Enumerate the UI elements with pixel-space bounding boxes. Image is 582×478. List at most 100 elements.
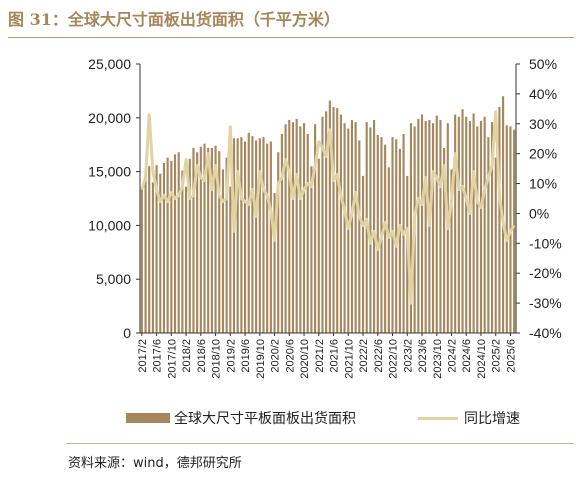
bar [317, 158, 320, 333]
bar [196, 152, 199, 333]
bar [203, 143, 206, 333]
bar [387, 167, 390, 333]
bar [284, 124, 287, 333]
left-y-axis: 0 5,000 10,000 15,000 20,000 25,000 [88, 56, 141, 341]
x-tick-label: 2025/2 [491, 339, 503, 373]
x-tick-label: 2024/6 [461, 339, 473, 373]
line-series [140, 110, 516, 305]
bar [140, 188, 143, 333]
bar [431, 123, 435, 334]
bar [373, 119, 376, 334]
bar [155, 165, 158, 333]
left-tick-label: 0 [123, 325, 131, 341]
bar [277, 152, 280, 333]
x-tick-label: 2019/6 [240, 339, 252, 373]
bar [468, 121, 471, 333]
bar [472, 113, 475, 333]
right-tick-label: -40% [529, 325, 562, 341]
bar [243, 141, 247, 333]
x-tick-label: 2018/2 [181, 339, 193, 373]
bar [262, 137, 265, 333]
x-tick-label: 2017/2 [137, 339, 149, 373]
bar [347, 128, 350, 333]
bar [376, 135, 379, 333]
bar [321, 116, 324, 333]
bar [398, 149, 401, 333]
bar [417, 118, 420, 333]
bar [177, 152, 180, 333]
x-tick-label: 2021/10 [343, 339, 355, 379]
x-tick-label: 2024/10 [476, 339, 488, 379]
bar [218, 151, 221, 333]
bar [494, 157, 497, 333]
bar [185, 186, 188, 333]
bar [188, 158, 191, 333]
x-axis: 2017/2 2017/6 2017/10 2018/2 2018/6 2018/10 20… [137, 332, 517, 379]
bar [498, 107, 501, 333]
bar [255, 140, 258, 333]
bar [358, 140, 361, 333]
bar [225, 157, 228, 333]
legend-bar-label: 全球大尺寸平板面板出货面积 [174, 411, 356, 427]
legend-bar-swatch [126, 413, 170, 423]
bar [273, 193, 276, 333]
right-tick-label: 40% [529, 86, 557, 102]
x-tick-label: 2018/6 [196, 339, 208, 373]
figure-title: 图 31：全球大尺寸面板出货面积（千平方米） [8, 10, 340, 29]
bar [384, 144, 387, 333]
bar [199, 146, 202, 333]
bar [454, 114, 457, 334]
bar [350, 119, 354, 334]
right-tick-label: -30% [529, 295, 562, 311]
right-tick-label: 10% [529, 176, 557, 192]
x-tick-label: 2021/6 [329, 339, 341, 373]
bar [151, 182, 154, 333]
bar [269, 141, 272, 333]
legend-line-swatch [418, 416, 458, 420]
right-tick-label: -20% [529, 265, 562, 281]
bar [465, 116, 468, 333]
left-tick-label: 10,000 [88, 217, 131, 233]
bar [325, 111, 328, 334]
x-tick-label: 2020/2 [270, 339, 282, 373]
bar-series [140, 96, 516, 334]
bar [310, 166, 313, 333]
bar [207, 147, 210, 333]
bar [229, 186, 232, 333]
legend-item-line: 同比增速 [418, 408, 520, 428]
bar [240, 137, 243, 333]
left-tick-label: 25,000 [88, 56, 131, 72]
right-tick-label: 30% [529, 116, 557, 132]
bar [288, 119, 291, 334]
bar [395, 139, 398, 333]
x-tick-label: 2025/6 [505, 339, 517, 373]
source-divider [66, 443, 574, 444]
bar [148, 166, 151, 333]
bar [490, 122, 494, 333]
bar [420, 114, 424, 334]
bar [299, 126, 302, 334]
bar [409, 123, 413, 334]
bar [306, 133, 309, 333]
bar [232, 138, 236, 333]
bar [162, 162, 166, 333]
bar [266, 143, 269, 333]
bar [479, 121, 483, 333]
x-tick-label: 2024/2 [446, 339, 458, 373]
bar [144, 169, 147, 333]
x-tick-label: 2017/6 [152, 339, 164, 373]
growth-line [140, 110, 516, 305]
right-y-axis: -40% -30% -20% -10% 0% 10% 20% 30% 40% 50% [515, 56, 562, 341]
right-tick-label: -10% [529, 235, 562, 251]
source-note: 资料来源：wind，德邦研究所 [68, 456, 242, 471]
bar [369, 127, 372, 333]
right-tick-label: 50% [529, 56, 557, 72]
title-divider [8, 37, 574, 38]
bar [439, 119, 442, 334]
x-tick-label: 2020/10 [299, 339, 311, 379]
bar [192, 147, 195, 333]
bar [332, 107, 335, 333]
bar [170, 160, 173, 333]
left-tick-label: 5,000 [96, 271, 131, 287]
